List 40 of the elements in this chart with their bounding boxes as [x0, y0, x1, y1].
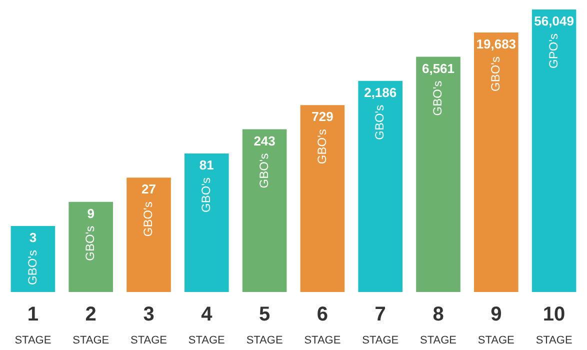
data-label: 56,049 [534, 14, 574, 29]
x-tick-label: 2 [85, 304, 96, 326]
text: STAGE [14, 334, 52, 347]
x-tick-label: 3 [143, 304, 154, 326]
x-tick-label: 8 [432, 304, 444, 326]
data-label: 3 [29, 230, 37, 246]
text: STAGE [246, 334, 283, 347]
x-tick-label: 5 [258, 304, 270, 326]
annotation: GBO's [372, 104, 387, 140]
text: STAGE [478, 334, 514, 347]
annotation: GBO's [25, 250, 40, 286]
annotation: GBO's [198, 177, 213, 212]
text: STAGE [362, 334, 399, 347]
data-label: 6,561 [422, 60, 455, 76]
annotation: GBO's [256, 153, 271, 188]
data-label: 19,683 [476, 36, 516, 52]
x-tick-label: 6 [316, 304, 328, 326]
x-tick-label: 9 [490, 304, 502, 326]
text: STAGE [72, 334, 110, 347]
annotation: GBO's [488, 56, 502, 92]
data-label: 243 [254, 133, 276, 148]
x-tick-label: 4 [201, 304, 214, 326]
data-label: 729 [312, 109, 334, 124]
data-label: 27 [142, 182, 156, 197]
annotation: GPO's [546, 34, 560, 68]
x-tick-label: 10 [542, 304, 566, 326]
x-tick-label: 7 [374, 304, 386, 326]
annotation: GBO's [83, 226, 98, 261]
text: STAGE [130, 334, 167, 347]
text: STAGE [304, 334, 341, 347]
data-label: 2,186 [364, 85, 397, 100]
data-label: 81 [199, 158, 214, 173]
annotation: GBO's [430, 80, 445, 116]
text: STAGE [188, 334, 225, 347]
text: STAGE [420, 334, 456, 347]
annotation: GBO's [141, 202, 156, 237]
x-tick-label: 1 [27, 304, 39, 326]
data-label: 9 [87, 206, 94, 221]
text: STAGE [536, 334, 572, 347]
annotation: GBO's [314, 129, 329, 164]
